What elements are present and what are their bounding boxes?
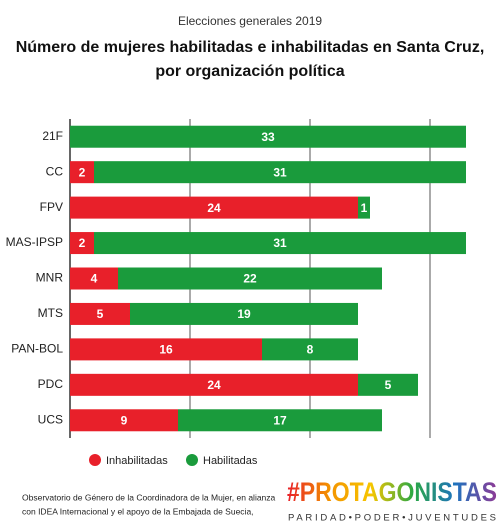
legend-label: Inhabilitadas	[106, 455, 168, 467]
bar-segment	[70, 302, 130, 325]
value-label: 2	[79, 236, 86, 250]
bar-segment	[70, 232, 94, 255]
value-label: 9	[121, 413, 128, 427]
legend-label: Habilitadas	[203, 455, 258, 467]
bar-segment	[70, 161, 94, 184]
credit: Observatorio de Género de la Coordinador…	[22, 492, 276, 502]
value-label: 2	[79, 165, 86, 179]
bar-segment	[94, 232, 466, 255]
value-label: 19	[237, 307, 251, 321]
y-tick-label: PAN-BOL	[11, 342, 63, 356]
value-label: 31	[273, 165, 287, 179]
value-label: 16	[159, 343, 173, 357]
value-label: 17	[273, 413, 287, 427]
y-tick-label: FPV	[40, 200, 63, 214]
tagline: PARIDAD•PODER•JUVENTUDES	[288, 513, 496, 524]
y-tick-label: CC	[46, 164, 64, 178]
bar-segment	[70, 267, 118, 290]
chart-title: Número de mujeres habilitadas e inhabili…	[16, 39, 485, 56]
value-label: 24	[207, 201, 221, 215]
value-label: 24	[207, 378, 221, 392]
bar-segment	[358, 196, 370, 219]
y-tick-label: 21F	[42, 129, 63, 143]
y-tick-label: MAS-IPSP	[6, 235, 63, 249]
value-label: 5	[385, 378, 392, 392]
bar-segment	[70, 196, 358, 219]
bar-segment	[70, 125, 466, 148]
bar-segment	[262, 338, 358, 361]
legend-swatch	[89, 454, 101, 466]
bar-segment	[178, 409, 382, 432]
value-label: 4	[91, 272, 98, 286]
y-tick-label: MTS	[38, 306, 63, 320]
value-label: 33	[261, 130, 275, 144]
bar-segment	[118, 267, 382, 290]
bar-segment	[358, 373, 418, 396]
value-label: 22	[243, 272, 257, 286]
value-label: 5	[97, 307, 104, 321]
logo: #PROTAGONISTAS	[287, 477, 497, 507]
subtitle: Elecciones generales 2019	[178, 14, 322, 28]
bar-segment	[70, 373, 358, 396]
value-label: 31	[273, 236, 287, 250]
y-tick-label: UCS	[38, 412, 63, 426]
y-tick-label: MNR	[36, 271, 64, 285]
bar-segment	[70, 409, 178, 432]
bar-segment	[94, 161, 466, 184]
y-tick-label: PDC	[38, 377, 64, 391]
chart-title: por organización política	[155, 63, 344, 80]
bar-segment	[70, 338, 262, 361]
credit: con IDEA Internacional y el apoyo de la …	[22, 506, 254, 516]
bar-segment	[130, 302, 358, 325]
value-label: 1	[361, 201, 368, 215]
legend-swatch	[186, 454, 198, 466]
value-label: 8	[307, 343, 314, 357]
